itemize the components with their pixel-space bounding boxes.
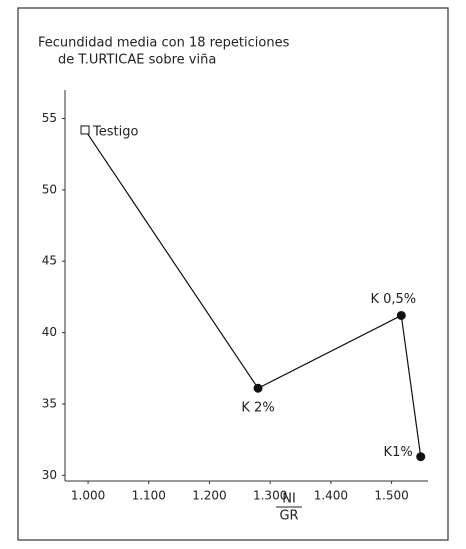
marker <box>253 383 263 393</box>
marker <box>416 452 426 462</box>
x-tick-label: 1.300 <box>253 489 287 503</box>
x-label-numerator: NI <box>282 492 296 507</box>
x-tick-label: 1.500 <box>374 489 408 503</box>
point-label: K 2% <box>241 401 274 416</box>
x-tick-label: 1.100 <box>132 489 166 503</box>
x-tick-label: 1.400 <box>314 489 348 503</box>
x-tick-label: 1.000 <box>71 489 105 503</box>
chart-title: Fecundidad media con 18 repeticiones <box>38 36 290 51</box>
frame <box>17 7 449 541</box>
y-tick-label: 40 <box>42 325 57 339</box>
x-label-denominator: GR <box>279 509 298 524</box>
line <box>84 129 422 457</box>
x-tick-label: 1.200 <box>192 489 226 503</box>
point-label: K1% <box>384 445 413 460</box>
chart-title: de T.URTICAE sobre viña <box>58 53 216 68</box>
y-tick-label: 45 <box>42 254 57 268</box>
y-tick-label: 30 <box>42 468 57 482</box>
marker <box>396 310 406 320</box>
y-tick-label: 55 <box>42 111 57 125</box>
point-label: K 0,5% <box>370 292 416 307</box>
marker <box>80 125 90 135</box>
y-tick-label: 35 <box>42 396 57 410</box>
point-label: Testigo <box>92 124 138 139</box>
y-tick-label: 50 <box>42 182 57 196</box>
